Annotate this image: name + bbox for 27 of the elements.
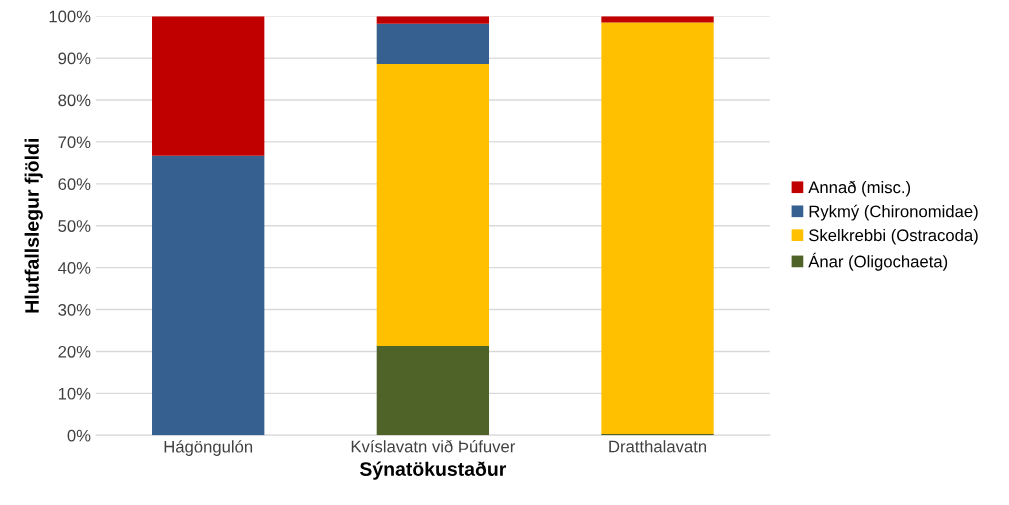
bar [152, 16, 265, 156]
x-tick-label: Kvíslavatn við Þúfuver [351, 439, 516, 453]
y-tick-label: 70% [58, 136, 91, 149]
bar [152, 155, 265, 436]
x-tick-label: Dratthalavatn [609, 440, 707, 453]
y-tick-label: 90% [58, 52, 91, 65]
y-tick-label: 50% [58, 220, 91, 232]
x-axis-title: Sýnatökustaður [359, 461, 507, 480]
legend-label: Annað (misc.) [808, 180, 911, 197]
y-tick-label: 100% [49, 10, 91, 23]
legend-label: Skelkrebbi (Ostracoda) [809, 228, 978, 245]
y-tick-label: 80% [58, 94, 91, 107]
bar [601, 22, 714, 435]
y-tick-label: 10% [58, 387, 91, 400]
x-tick-label: Hágöngulón [164, 440, 253, 456]
bar [376, 63, 490, 347]
bar [376, 23, 490, 64]
legend-label: Ánar (Oligochaeta) [808, 252, 948, 271]
bar [376, 16, 490, 24]
y-tick-label: 40% [58, 262, 91, 274]
y-tick-label: 20% [58, 345, 91, 358]
legend-label: Rykmý (Chironomidae) [809, 204, 978, 221]
y-axis-title: Hlutfallslegur fjöldi [24, 139, 43, 313]
y-tick-label: 60% [58, 178, 91, 191]
bar [376, 346, 490, 436]
y-tick-label: 0% [67, 429, 91, 442]
y-tick-label: 30% [58, 303, 91, 316]
